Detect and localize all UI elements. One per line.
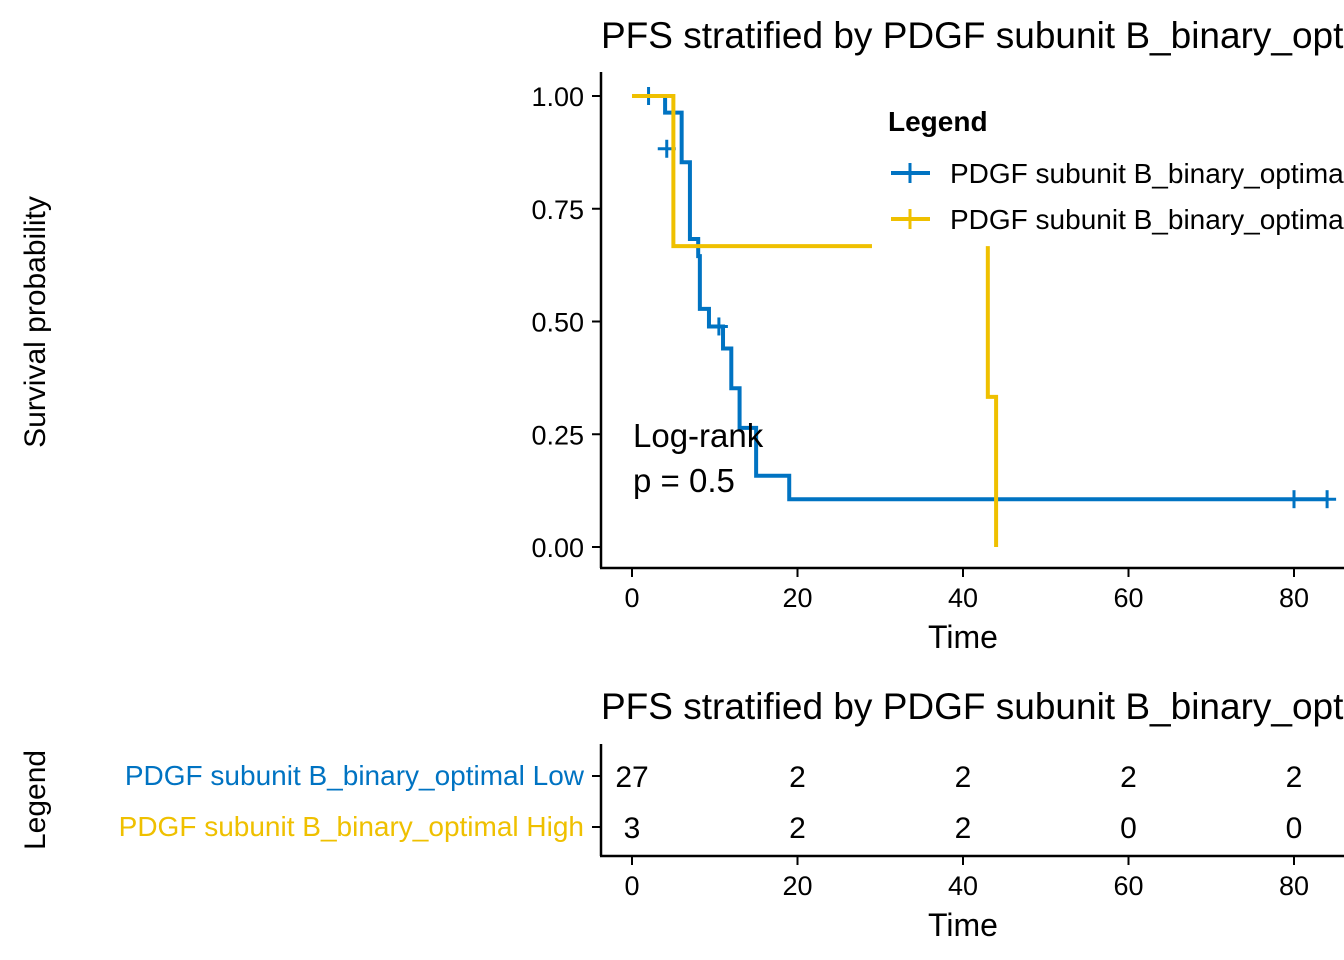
table-x-tick-label: 80 xyxy=(1279,871,1309,901)
table-cell: 0 xyxy=(1286,812,1303,845)
km-x-tick-label: 60 xyxy=(1113,583,1143,613)
table-x-ticks: 0 20 40 60 80 xyxy=(624,856,1309,901)
table-cell: 2 xyxy=(1120,761,1137,794)
km-curve-high xyxy=(632,94,872,249)
km-legend-label-high: PDGF subunit B_binary_optimal High xyxy=(950,204,1344,235)
table-row-label-high: PDGF subunit B_binary_optimal High xyxy=(119,811,584,842)
km-x-tick-label: 80 xyxy=(1279,583,1309,613)
km-y-ticks: 0.00 0.25 0.50 0.75 1.00 xyxy=(531,82,601,563)
km-censor-mark-low xyxy=(1318,490,1337,509)
logrank-line-1: Log-rank xyxy=(633,417,764,454)
km-y-axis-label: Survival probability xyxy=(19,196,52,448)
km-plot: PFS stratified by PDGF subunit B_binary_… xyxy=(19,15,1344,655)
km-legend: Legend PDGF subunit B_binary_optimal Low… xyxy=(888,106,1344,235)
table-x-axis-label: Time xyxy=(928,907,998,943)
km-legend-item-low: PDGF subunit B_binary_optimal Low xyxy=(891,158,1344,189)
km-x-tick-label: 40 xyxy=(948,583,978,613)
km-curve-low xyxy=(632,94,1328,502)
table-cell: 2 xyxy=(789,761,806,794)
logrank-line-2: p = 0.5 xyxy=(633,462,735,499)
table-cell: 2 xyxy=(1286,761,1303,794)
km-y-tick-label: 0.00 xyxy=(531,533,584,563)
km-y-tick-label: 1.00 xyxy=(531,82,584,112)
km-x-tick-label: 20 xyxy=(782,583,812,613)
table-x-tick-label: 40 xyxy=(948,871,978,901)
km-x-tick-label: 0 xyxy=(624,583,639,613)
table-row-label-low: PDGF subunit B_binary_optimal Low xyxy=(125,760,585,791)
table-cell: 2 xyxy=(955,812,972,845)
table-x-tick-label: 20 xyxy=(782,871,812,901)
table-y-axis-label: Legend xyxy=(19,750,52,850)
table-cell: 2 xyxy=(955,761,972,794)
km-x-axis-label: Time xyxy=(928,619,998,655)
table-cell: 3 xyxy=(624,812,641,845)
km-legend-label-low: PDGF subunit B_binary_optimal Low xyxy=(950,158,1344,189)
km-y-tick-label: 0.50 xyxy=(531,308,584,338)
table-x-tick-label: 60 xyxy=(1113,871,1143,901)
km-x-ticks: 0 20 40 60 80 xyxy=(624,568,1309,613)
km-y-tick-label: 0.25 xyxy=(531,420,584,450)
km-y-tick-label: 0.75 xyxy=(531,195,584,225)
km-censor-mark-low xyxy=(709,317,728,336)
km-curve-high-segment xyxy=(985,246,999,547)
km-legend-item-high: PDGF subunit B_binary_optimal High xyxy=(891,204,1344,235)
km-legend-title: Legend xyxy=(888,106,988,137)
table-x-tick-label: 0 xyxy=(624,871,639,901)
km-curves xyxy=(632,87,1337,547)
km-censor-mark-low xyxy=(1285,490,1303,509)
risk-table: PFS stratified by PDGF subunit B_binary_… xyxy=(19,686,1344,943)
table-cell: 0 xyxy=(1120,812,1137,845)
km-title: PFS stratified by PDGF subunit B_binary_… xyxy=(601,15,1344,56)
table-title: PFS stratified by PDGF subunit B_binary_… xyxy=(601,686,1344,727)
table-cell: 27 xyxy=(615,761,648,794)
table-cells: 27 2 2 2 2 3 2 2 0 0 xyxy=(615,761,1302,845)
table-cell: 2 xyxy=(789,812,806,845)
